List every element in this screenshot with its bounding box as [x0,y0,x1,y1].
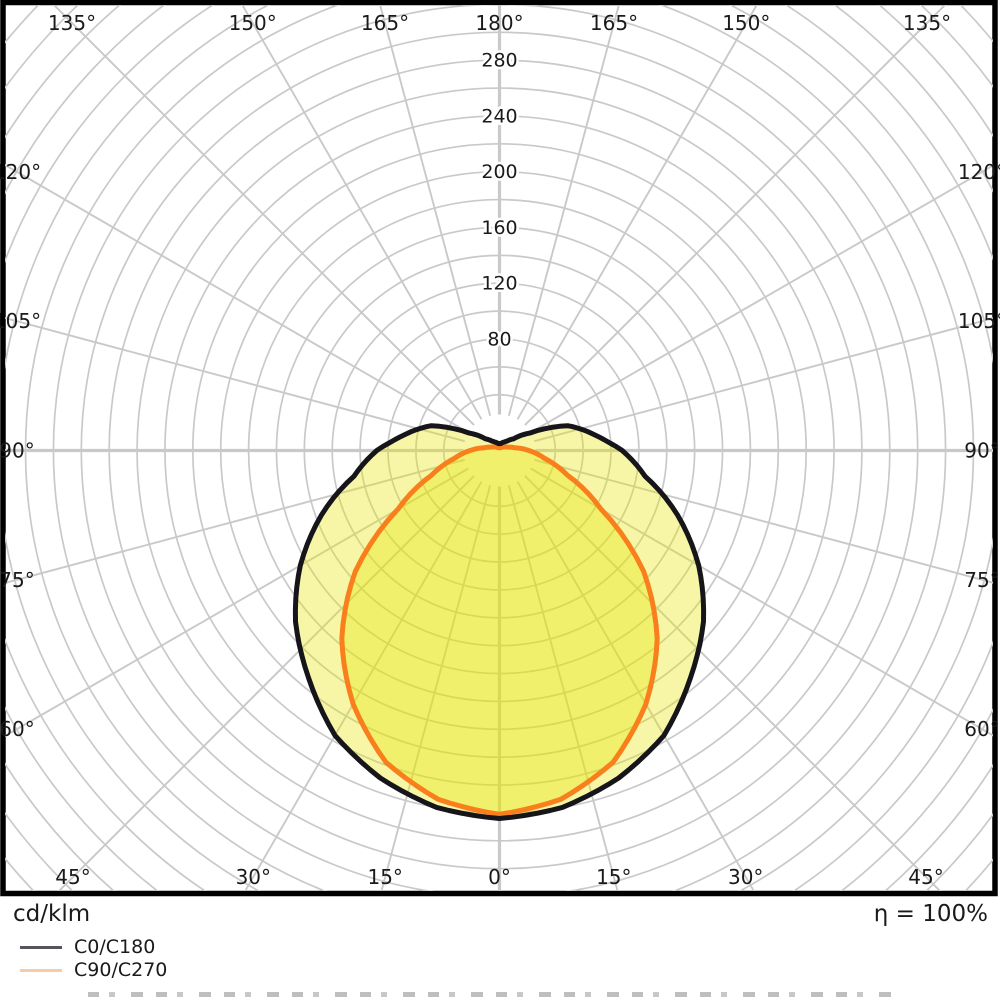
grid-spoke [516,481,755,891]
angle-label: 15° [367,865,402,889]
grid-spoke [5,317,465,443]
angle-label: 45° [55,865,90,889]
legend: C0/C180 C90/C270 [20,936,167,982]
cropped-text-artifact [88,992,903,997]
grid-spoke [507,5,620,416]
angle-label: 60° [964,717,999,741]
grid-spoke [507,485,619,891]
grid-spoke [5,458,465,584]
angle-label: 165° [590,11,638,35]
c90-c270-line-swatch-icon [20,969,62,972]
angle-label: 60° [0,717,35,741]
grid-spoke [379,5,492,416]
angle-label: 45° [908,865,943,889]
angle-label: 90° [0,439,35,463]
angle-label: 120° [0,160,41,184]
curve-fill [295,425,704,819]
efficiency-label: η = 100% [873,901,988,927]
grid-spoke [241,5,483,420]
legend-label-c0-c180: C0/C180 [74,936,156,958]
radial-tick-label: 160 [481,217,517,239]
c0-c180-curve [292,423,707,821]
grid-spoke [530,164,993,434]
angle-label: 150° [722,11,770,35]
angle-label: 90° [964,439,999,463]
angle-label: 0° [488,865,511,889]
grid-spoke [52,5,475,426]
radial-tick-label: 120 [481,273,517,295]
radial-tick-label: 240 [481,105,517,127]
angle-label: 150° [229,11,277,35]
radial-tick-label: 200 [481,161,517,183]
grid-spoke [57,475,475,891]
angle-label: 180° [475,11,523,35]
angle-label: 165° [361,11,409,35]
polar-chart: 0° 15° 15° 30° 30° 45° 45° 60° 60° 75° 75° 90° 90° 10… [0,0,1000,897]
grid-spoke [244,481,483,891]
grid-spoke [524,475,942,891]
angle-label: 105° [0,309,41,333]
grid-spoke [5,467,469,738]
c90-c270-curve [339,444,660,817]
legend-item-c90-c270: C90/C270 [20,959,167,982]
grid-spoke [534,317,993,443]
radial-tick-label: 280 [481,50,517,72]
legend-item-c0-c180: C0/C180 [20,936,167,959]
chart-footer: cd/klm η = 100% C0/C180 C90/C270 [0,898,1000,1000]
angle-label: 75° [0,568,35,592]
angle-label: 30° [728,865,763,889]
grid-spoke [530,467,993,737]
curve-fill [341,446,658,815]
angle-label: 105° [958,309,1000,333]
radial-tick-label: 80 [487,329,511,351]
grid-spoke [534,458,993,584]
angle-label: 120° [958,160,1000,184]
grid-spoke [516,5,758,420]
grid-spoke [5,163,469,434]
polar-grid [5,5,993,891]
grid-spoke [524,5,947,426]
c0-c180-line-swatch-icon [20,946,62,949]
unit-label: cd/klm [13,901,91,927]
angle-label: 135° [48,11,96,35]
angle-label: 75° [964,568,999,592]
angle-label: 15° [596,865,631,889]
legend-label-c90-c270: C90/C270 [74,959,168,981]
angle-label: 30° [236,865,271,889]
angle-label: 135° [903,11,951,35]
grid-spoke [380,485,492,891]
